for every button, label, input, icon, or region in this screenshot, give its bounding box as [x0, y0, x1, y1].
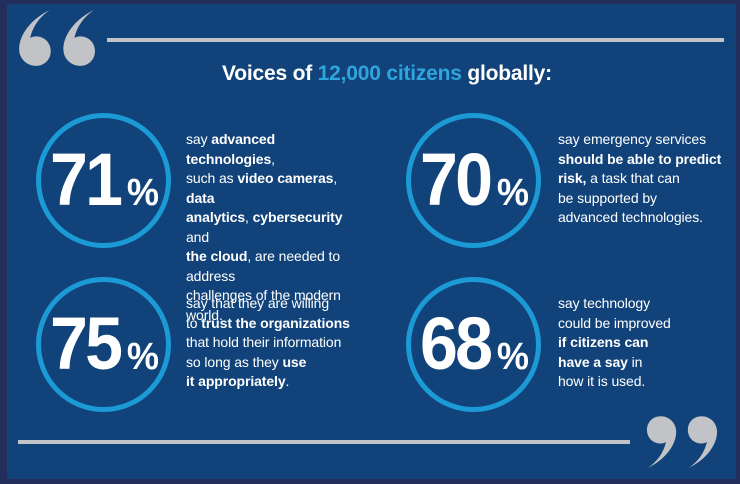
stat-description-68: say technology could be improved if citize…	[558, 295, 671, 389]
stat-description-75: say that they are willing to trust the or…	[186, 295, 350, 389]
stat-circle-71: 71%	[36, 113, 171, 248]
stat-circle-70: 70%	[406, 113, 541, 248]
open-quote-icon	[19, 10, 95, 66]
stat-value: 70	[420, 138, 493, 221]
stat-value: 75	[50, 302, 123, 385]
stat-unit: %	[126, 336, 159, 378]
top-divider	[107, 38, 724, 42]
stat-unit: %	[496, 336, 529, 378]
stat-circle-68: 68%	[406, 277, 541, 412]
infographic-title: Voices of 12,000 citizens globally:	[222, 62, 552, 85]
bottom-divider	[18, 440, 630, 444]
stat-unit: %	[496, 172, 529, 214]
stat-circle-75: 75%	[36, 277, 171, 412]
stat-value: 71	[50, 138, 123, 221]
close-quote-icon	[646, 416, 718, 468]
stat-unit: %	[126, 172, 159, 214]
stat-description-71: say advanced technologies, such as video …	[186, 131, 343, 323]
stat-description-70: say emergency services should be able to …	[558, 131, 722, 225]
stat-value: 68	[420, 302, 493, 385]
